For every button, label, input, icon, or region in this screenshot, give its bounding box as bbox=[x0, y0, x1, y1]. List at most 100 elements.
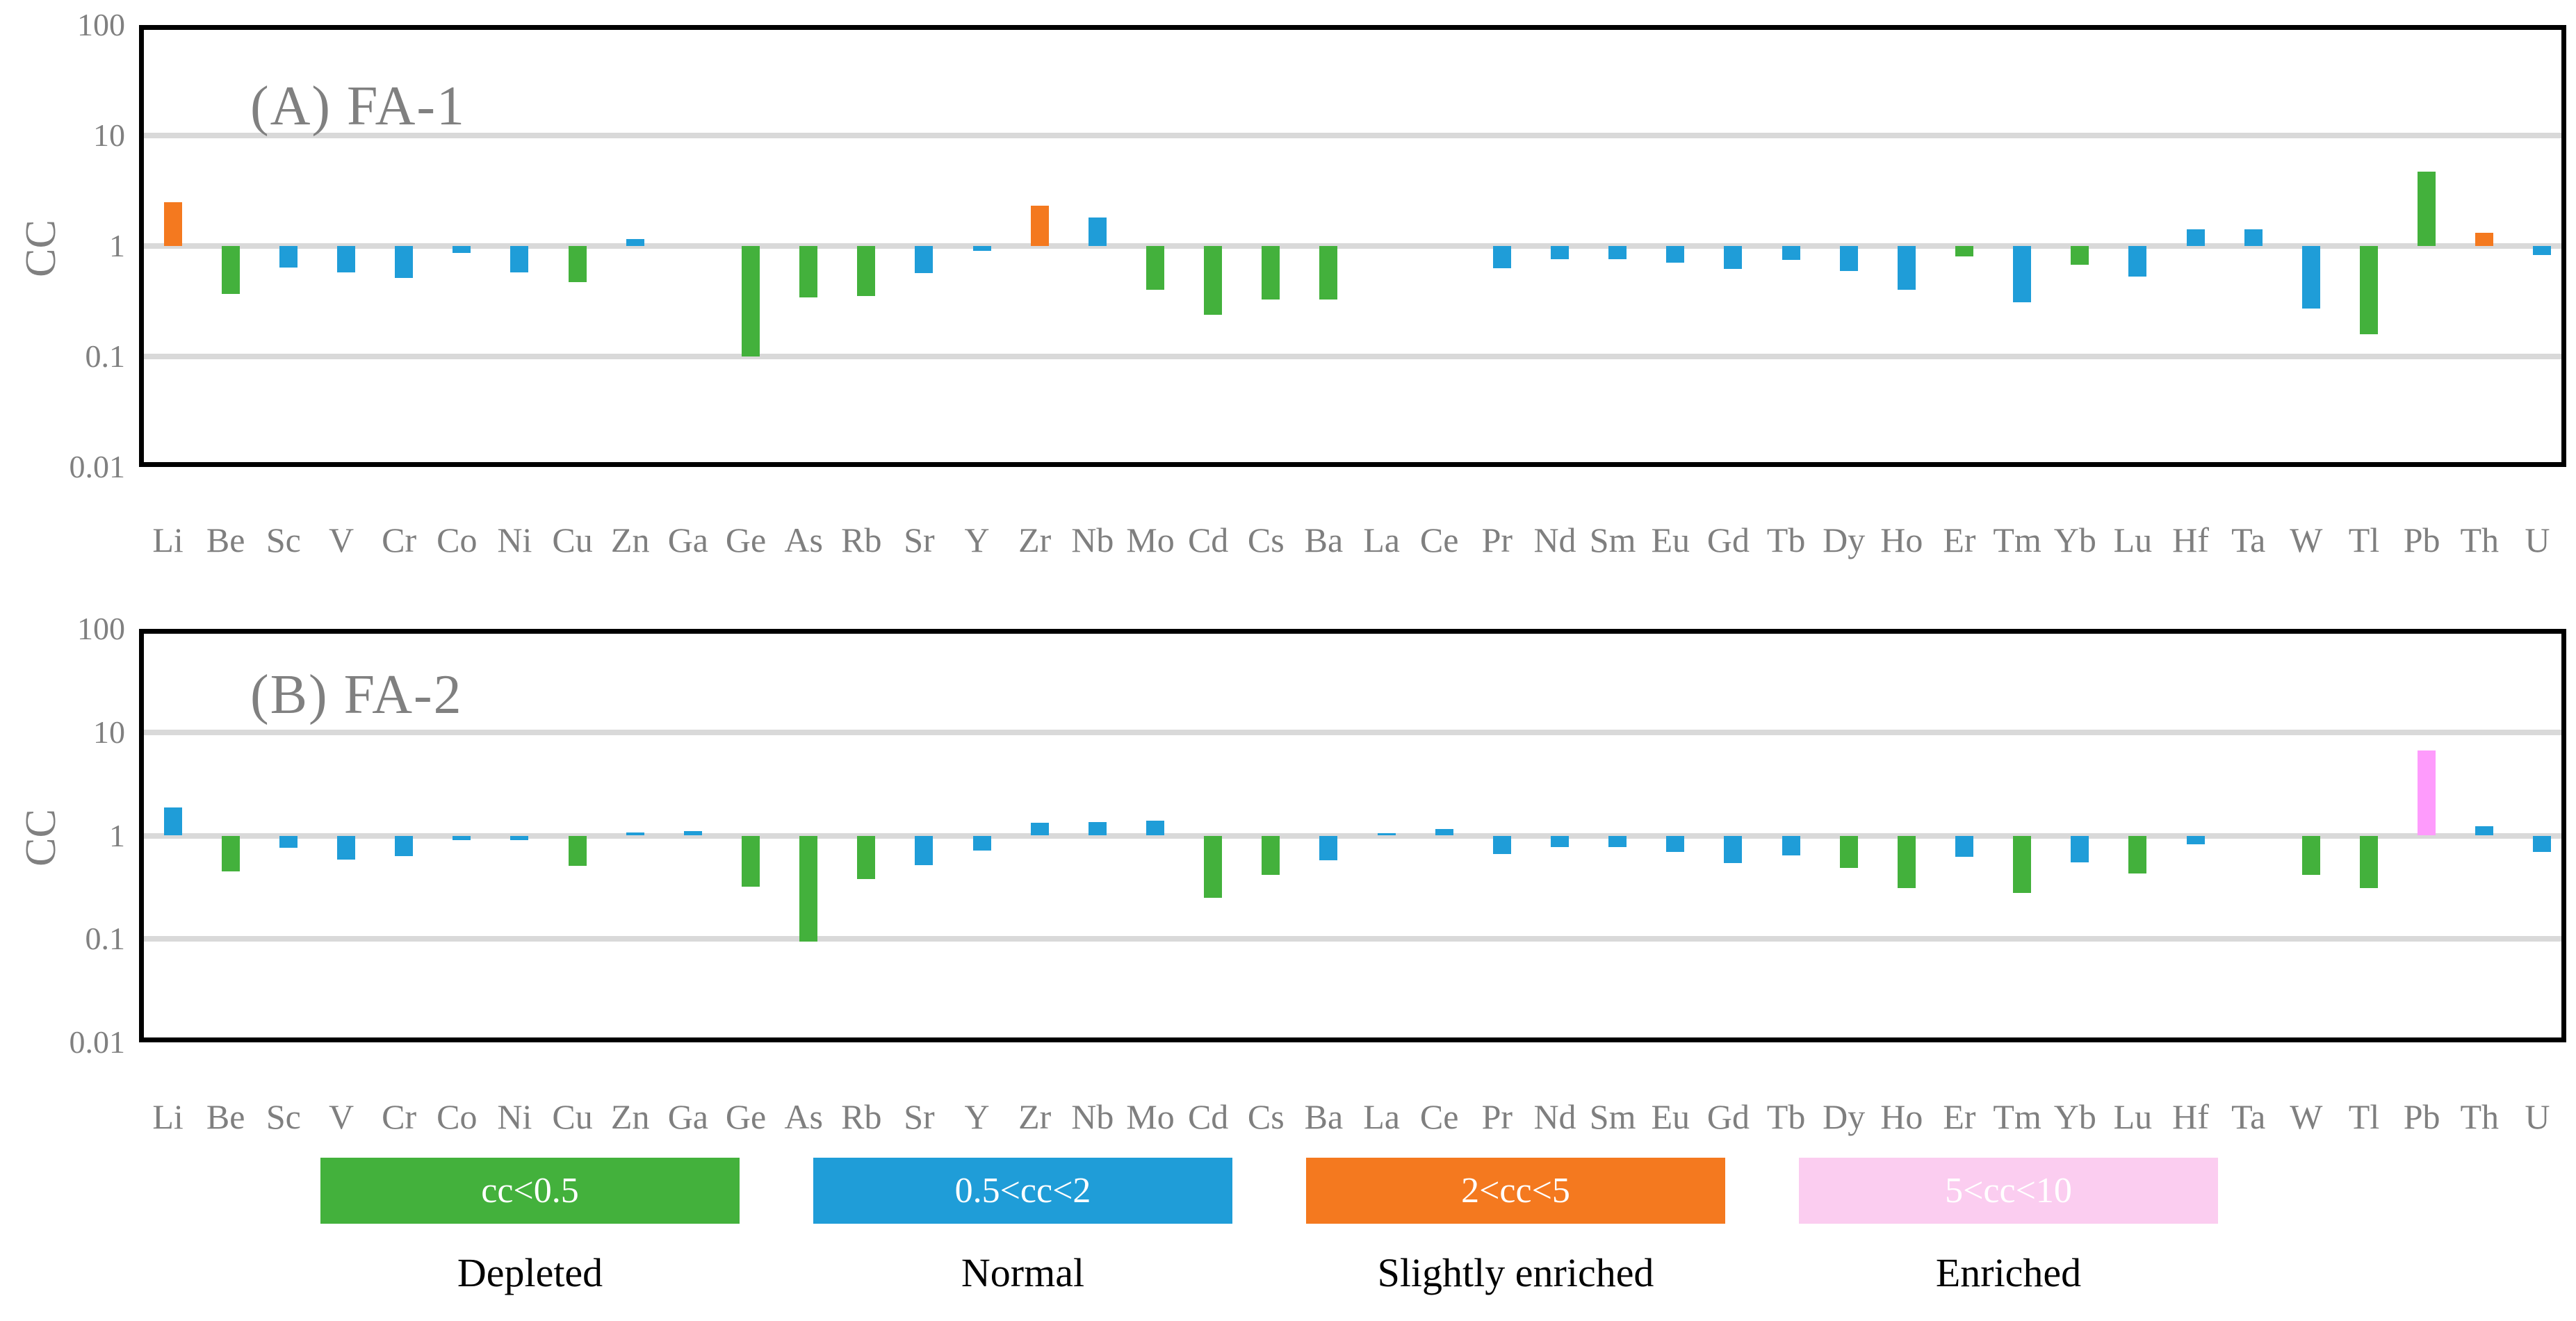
x-label-Sc: Sc bbox=[266, 1097, 301, 1136]
x-label-Cr: Cr bbox=[382, 520, 417, 559]
x-label-Th: Th bbox=[2460, 1097, 2500, 1136]
bar-Pr bbox=[1492, 835, 1511, 855]
x-label-Ni: Ni bbox=[497, 520, 532, 559]
bar-Gd bbox=[1724, 835, 1743, 864]
x-label-Ga: Ga bbox=[667, 520, 708, 559]
bar-Pb bbox=[2418, 750, 2436, 836]
x-label-Nd: Nd bbox=[1533, 1097, 1576, 1136]
bar-Rb bbox=[857, 835, 876, 879]
x-label-Sr: Sr bbox=[904, 1097, 935, 1136]
gridline-1 bbox=[144, 243, 2561, 249]
bar-Sr bbox=[915, 835, 934, 865]
bar-Yb bbox=[2071, 835, 2089, 863]
x-label-Zn: Zn bbox=[610, 520, 650, 559]
bar-Y bbox=[972, 246, 991, 251]
bar-Tm bbox=[2013, 835, 2032, 893]
x-label-Cr: Cr bbox=[382, 1097, 417, 1136]
x-label-Pb: Pb bbox=[2403, 520, 2440, 559]
x-label-Tb: Tb bbox=[1766, 1097, 1806, 1136]
bar-Nd bbox=[1551, 246, 1569, 259]
bar-Zn bbox=[626, 832, 644, 836]
bar-Co bbox=[453, 246, 471, 254]
gridline-0.1 bbox=[144, 936, 2561, 942]
x-label-Ce: Ce bbox=[1419, 1097, 1459, 1136]
x-label-Y: Y bbox=[964, 520, 990, 559]
bar-Cd bbox=[1204, 835, 1223, 899]
x-label-Hf: Hf bbox=[2172, 1097, 2209, 1136]
bar-Eu bbox=[1666, 835, 1685, 852]
x-label-Mo: Mo bbox=[1126, 1097, 1175, 1136]
bar-As bbox=[799, 835, 818, 942]
bar-Nb bbox=[1088, 218, 1107, 246]
bar-Zn bbox=[626, 238, 644, 246]
x-label-Sm: Sm bbox=[1589, 520, 1636, 559]
x-label-Tm: Tm bbox=[1993, 520, 2041, 559]
x-label-Ge: Ge bbox=[725, 520, 767, 559]
bar-V bbox=[337, 246, 355, 272]
chart-fa2-y-axis-title: CC bbox=[17, 809, 65, 867]
x-label-Lu: Lu bbox=[2113, 1097, 2153, 1136]
bar-Cd bbox=[1204, 246, 1223, 315]
y-tick-label-0.01: 0.01 bbox=[69, 449, 126, 484]
bar-Eu bbox=[1666, 246, 1685, 263]
x-label-La: La bbox=[1363, 520, 1400, 559]
bar-Hf bbox=[2186, 835, 2205, 845]
bar-Dy bbox=[1839, 246, 1858, 272]
x-label-Tl: Tl bbox=[2348, 1097, 2380, 1136]
bar-Nb bbox=[1088, 822, 1107, 836]
bar-Tl bbox=[2360, 835, 2378, 889]
bar-Sm bbox=[1608, 835, 1627, 848]
x-label-Nb: Nb bbox=[1071, 520, 1114, 559]
bar-Sm bbox=[1608, 246, 1627, 259]
legend-swatch-depleted: cc<0.5 bbox=[320, 1158, 740, 1224]
x-label-Pr: Pr bbox=[1481, 1097, 1513, 1136]
bar-Lu bbox=[2128, 835, 2147, 874]
y-tick-label-10: 10 bbox=[93, 117, 125, 153]
bar-Li bbox=[163, 807, 182, 836]
bar-U bbox=[2533, 246, 2552, 255]
x-label-Nb: Nb bbox=[1071, 1097, 1114, 1136]
x-label-Sr: Sr bbox=[904, 520, 935, 559]
bar-V bbox=[337, 835, 355, 860]
bar-Rb bbox=[857, 246, 876, 297]
y-tick-label-0.01: 0.01 bbox=[69, 1024, 126, 1060]
bar-Gd bbox=[1724, 246, 1743, 269]
bar-Zr bbox=[1030, 822, 1049, 836]
bar-Ge bbox=[742, 246, 760, 356]
bar-Cr bbox=[395, 246, 414, 279]
bar-Ba bbox=[1319, 246, 1338, 300]
x-label-Ta: Ta bbox=[2231, 520, 2266, 559]
x-label-Cd: Cd bbox=[1187, 520, 1229, 559]
x-label-Rb: Rb bbox=[841, 520, 882, 559]
x-label-Ge: Ge bbox=[725, 1097, 767, 1136]
x-label-Cs: Cs bbox=[1247, 520, 1285, 559]
x-label-U: U bbox=[2525, 520, 2550, 559]
bar-U bbox=[2533, 835, 2552, 853]
x-label-Cd: Cd bbox=[1187, 1097, 1229, 1136]
bar-Nd bbox=[1551, 835, 1569, 848]
bar-As bbox=[799, 246, 818, 298]
y-tick-label-0.1: 0.1 bbox=[85, 338, 126, 374]
x-label-As: As bbox=[784, 520, 823, 559]
x-label-Sc: Sc bbox=[266, 520, 301, 559]
bar-Co bbox=[453, 835, 471, 840]
legend-caption-slightly-enriched: Slightly enriched bbox=[1377, 1250, 1654, 1295]
x-label-Ce: Ce bbox=[1419, 520, 1459, 559]
legend-swatch-slightly-enriched: 2<cc<5 bbox=[1306, 1158, 1725, 1224]
bar-Tb bbox=[1782, 835, 1800, 856]
x-label-Tm: Tm bbox=[1993, 1097, 2041, 1136]
y-tick-label-0.1: 0.1 bbox=[85, 921, 126, 957]
x-label-Be: Be bbox=[206, 520, 245, 559]
bar-Cu bbox=[568, 835, 587, 866]
x-label-Zr: Zr bbox=[1018, 520, 1052, 559]
bar-W bbox=[2301, 835, 2320, 875]
bar-Y bbox=[972, 835, 991, 851]
bar-Tb bbox=[1782, 246, 1800, 260]
x-label-Gd: Gd bbox=[1706, 1097, 1750, 1136]
legend-range-slightly-enriched: 2<cc<5 bbox=[1461, 1171, 1570, 1211]
bar-Ta bbox=[2244, 229, 2263, 246]
x-label-V: V bbox=[328, 520, 354, 559]
x-label-Li: Li bbox=[152, 520, 184, 559]
bar-Be bbox=[221, 835, 240, 872]
x-label-V: V bbox=[328, 1097, 354, 1136]
